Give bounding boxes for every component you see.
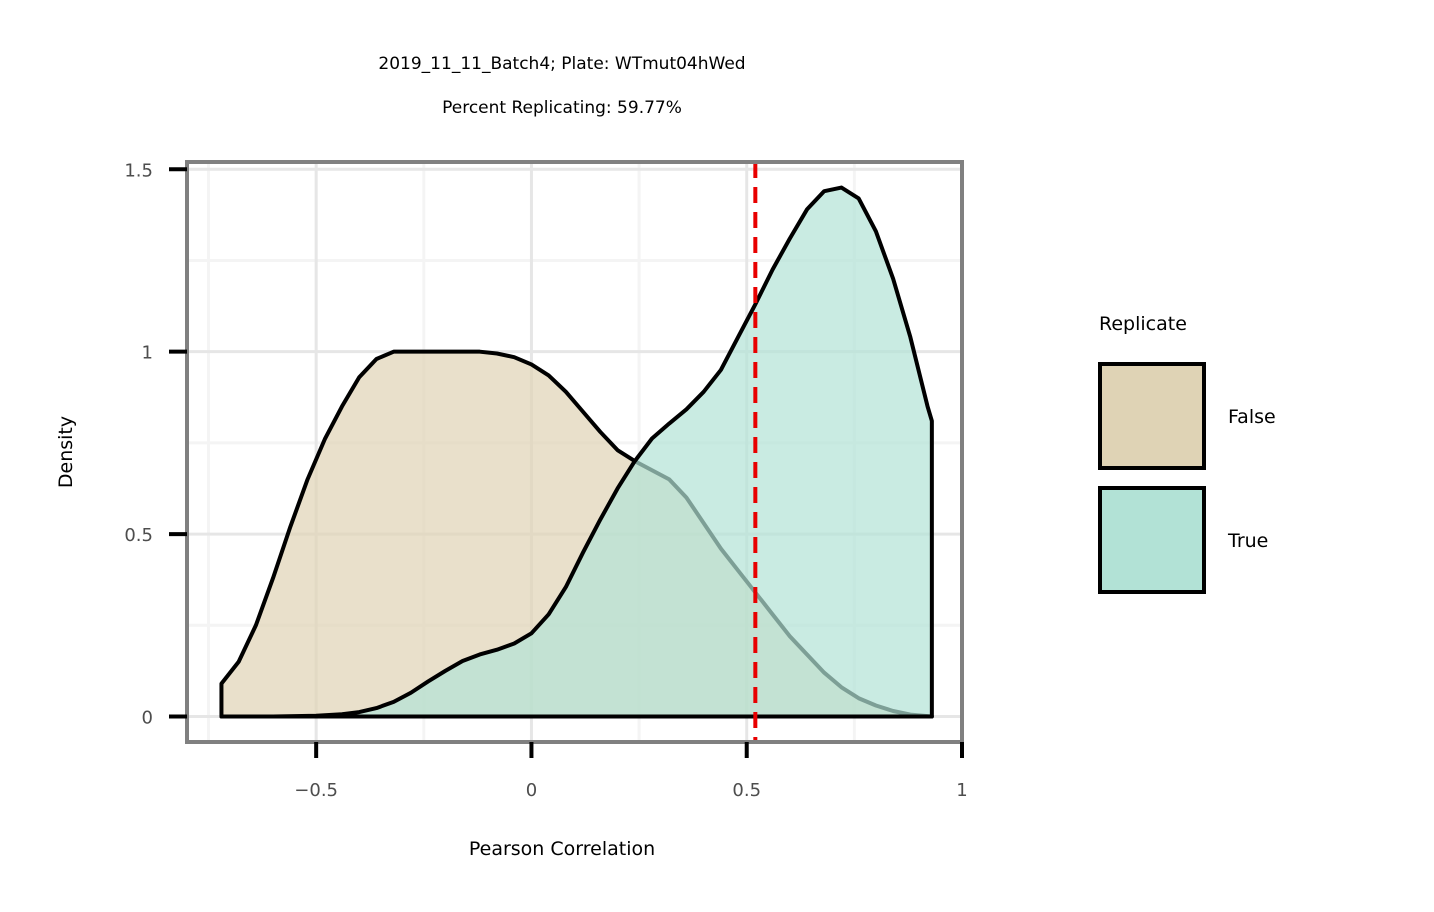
x-tick-label: 0.5 xyxy=(732,780,761,801)
y-tick-label: 1 xyxy=(142,343,153,364)
x-tick-label: 1 xyxy=(956,780,967,801)
y-axis-title: Density xyxy=(55,416,77,488)
legend-swatch-true xyxy=(1098,486,1206,594)
x-tick-label: −0.5 xyxy=(294,780,338,801)
legend-swatch-false xyxy=(1098,362,1206,470)
x-axis-ticks: −0.5 0 0.5 1 xyxy=(294,742,968,801)
plot-border xyxy=(185,160,964,744)
chart-subtitle: Percent Replicating: 59.77% xyxy=(442,98,682,118)
y-tick-label: 0 xyxy=(142,707,153,728)
legend-title: Replicate xyxy=(1099,313,1187,335)
legend: Replicate False True xyxy=(1098,313,1276,594)
legend-label-true: True xyxy=(1227,530,1268,552)
y-tick-label: 0.5 xyxy=(124,525,153,546)
legend-label-false: False xyxy=(1228,406,1276,428)
y-axis-ticks: 0 0.5 1 1.5 xyxy=(124,160,187,728)
y-tick-label: 1.5 xyxy=(124,160,153,181)
chart-title: 2019_11_11_Batch4; Plate: WTmut04hWed xyxy=(378,54,745,74)
x-tick-label: 0 xyxy=(526,780,537,801)
x-axis-title: Pearson Correlation xyxy=(469,838,655,860)
